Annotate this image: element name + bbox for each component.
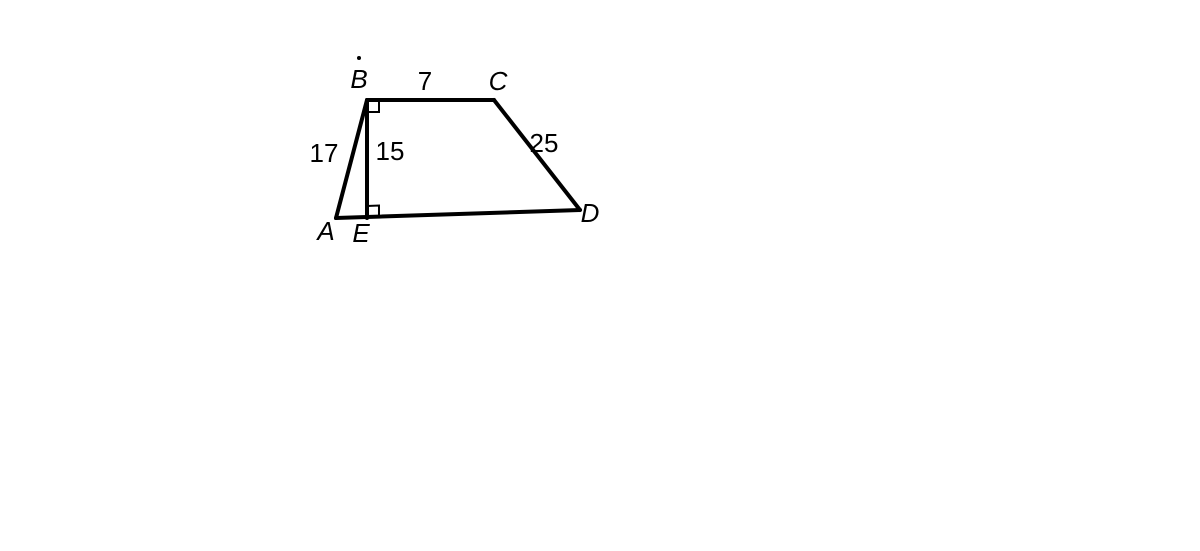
edge-A-B — [336, 100, 367, 218]
stray-dot — [357, 56, 361, 60]
vertex-label-B: B — [350, 64, 367, 94]
edge-label-B-E: 15 — [376, 136, 405, 166]
vertex-label-D: D — [581, 198, 600, 228]
edge-label-A-B: 17 — [310, 138, 339, 168]
vertex-label-A: A — [315, 216, 334, 246]
edge-label-C-D: 25 — [530, 128, 559, 158]
vertex-label-C: C — [489, 66, 508, 96]
edge-label-B-C: 7 — [418, 66, 432, 96]
edge-D-A — [336, 210, 580, 218]
vertex-label-E: E — [352, 218, 370, 248]
trapezoid-diagram: 17 7 25 15 A B C D E — [0, 0, 1200, 551]
